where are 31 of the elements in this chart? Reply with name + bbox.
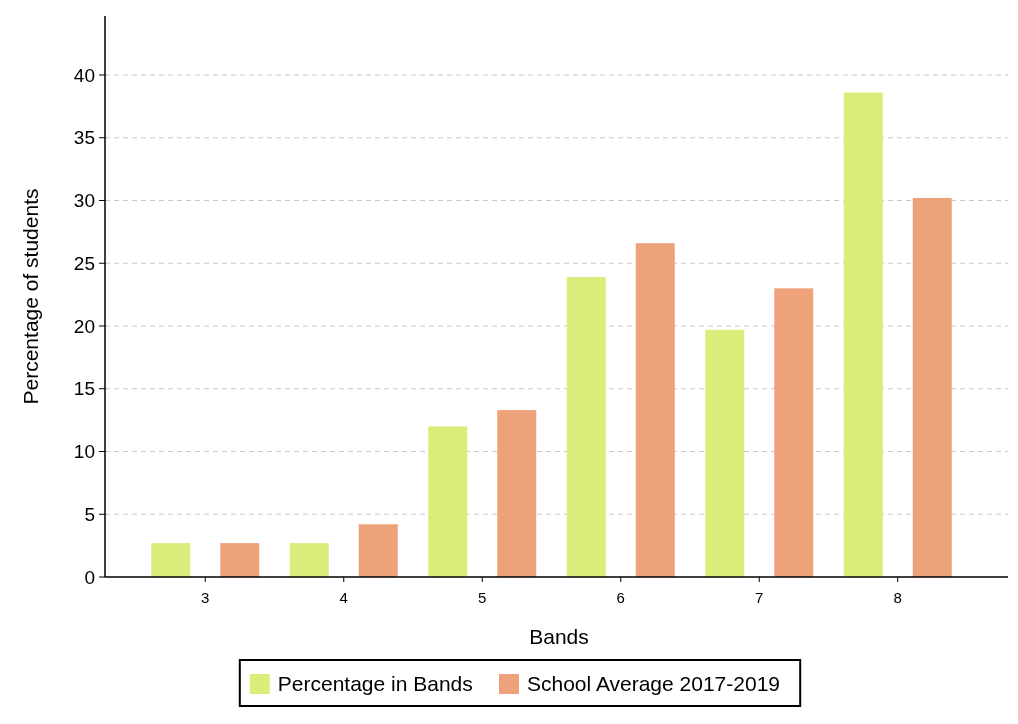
x-tick-label: 8 bbox=[893, 589, 902, 606]
bar bbox=[774, 288, 814, 577]
x-tick-label: 7 bbox=[755, 589, 764, 606]
bar bbox=[912, 197, 952, 577]
bar bbox=[566, 277, 606, 577]
y-tick-label: 0 bbox=[84, 566, 95, 588]
x-tick-label: 6 bbox=[616, 589, 625, 606]
y-tick-label: 25 bbox=[73, 252, 95, 274]
x-tick-label: 4 bbox=[339, 589, 348, 606]
x-tick-label: 3 bbox=[201, 589, 210, 606]
y-tick-label: 30 bbox=[73, 190, 95, 212]
bar bbox=[843, 92, 883, 577]
y-tick-label: 10 bbox=[73, 441, 95, 463]
bar bbox=[428, 426, 468, 577]
bar bbox=[151, 543, 191, 577]
y-tick-label: 40 bbox=[73, 64, 95, 86]
y-tick-label: 35 bbox=[73, 127, 95, 149]
bar bbox=[635, 243, 675, 577]
x-tick-label: 5 bbox=[478, 589, 487, 606]
y-tick-label: 20 bbox=[73, 315, 95, 337]
bar bbox=[358, 524, 398, 577]
y-tick-label: 5 bbox=[84, 503, 95, 525]
legend-label: Percentage in Bands bbox=[277, 672, 473, 696]
y-tick-label: 15 bbox=[73, 378, 95, 400]
bar bbox=[220, 543, 260, 577]
y-axis-title: Percentage of students bbox=[19, 188, 42, 405]
legend-label: School Average 2017-2019 bbox=[527, 672, 780, 696]
x-axis-title: Bands bbox=[529, 625, 589, 648]
bar bbox=[289, 543, 329, 577]
bar bbox=[497, 410, 537, 577]
bar bbox=[705, 329, 745, 577]
